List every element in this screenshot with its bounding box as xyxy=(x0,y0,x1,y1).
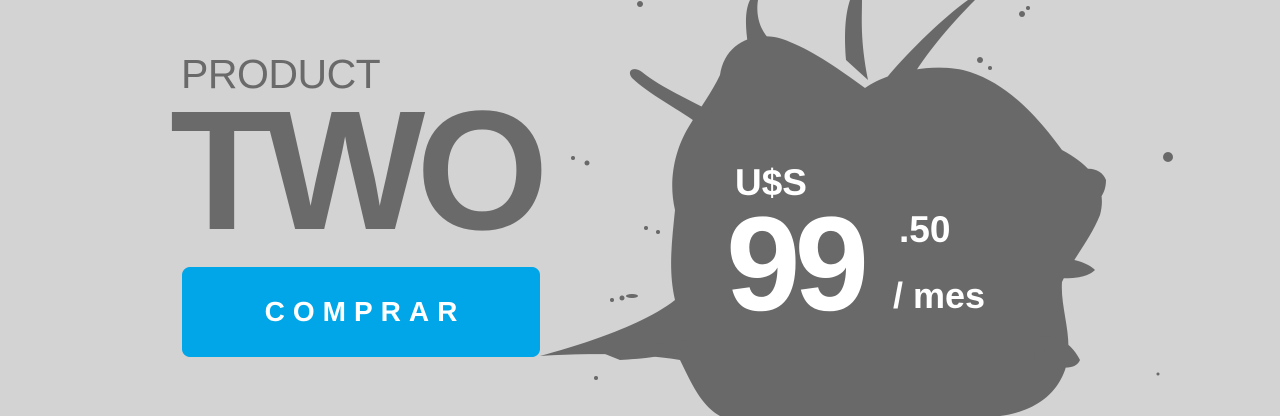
buy-button[interactable]: COMPRAR xyxy=(182,267,540,357)
product-name: TWO xyxy=(170,76,549,266)
product-label: PRODUCT xyxy=(181,51,381,97)
